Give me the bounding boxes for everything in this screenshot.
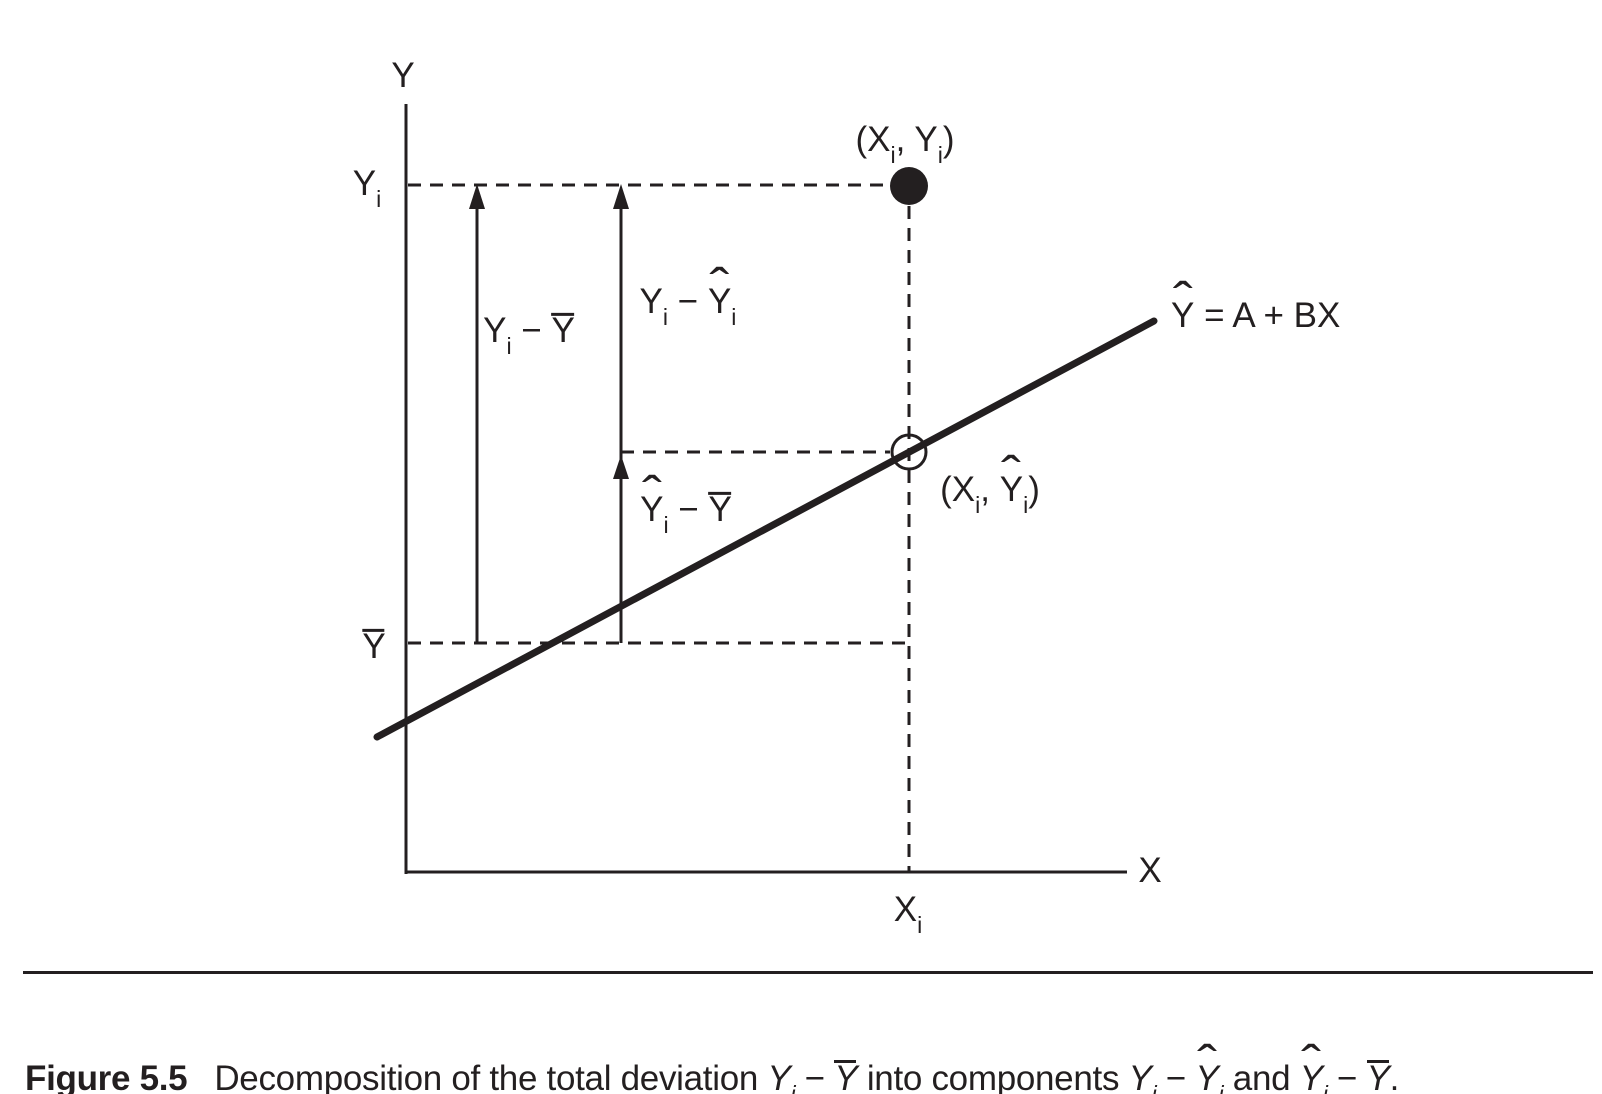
label-segment: i bbox=[791, 1081, 796, 1094]
label-segment: ) bbox=[1028, 469, 1040, 509]
label-segment: − bbox=[668, 489, 709, 529]
total-deviation-label: Yi − Y bbox=[483, 310, 575, 358]
label-segment: , bbox=[980, 469, 1000, 509]
ybar-tick-label: Y bbox=[362, 626, 386, 667]
residual-deviation-label: Yi − Yi bbox=[639, 281, 737, 329]
label-segment: i bbox=[506, 333, 512, 360]
label-segment: − bbox=[668, 281, 708, 321]
label-segment: − bbox=[1327, 1059, 1367, 1094]
figure-caption-text: Decomposition of the total deviation Yi … bbox=[214, 1059, 1399, 1094]
label-segment: . bbox=[1389, 1059, 1400, 1094]
caption-divider-rule bbox=[23, 971, 1593, 974]
label-segment: i bbox=[975, 492, 981, 519]
label-segment: i bbox=[376, 186, 382, 213]
yi-tick-label: Yi bbox=[352, 163, 382, 211]
label-segment: Y bbox=[640, 490, 663, 530]
label-segment: − bbox=[511, 310, 552, 350]
total-deviation-arrowhead bbox=[469, 184, 485, 209]
label-segment: Decomposition of the total deviation bbox=[214, 1059, 768, 1094]
label-segment: i bbox=[662, 304, 669, 331]
label-segment: Y bbox=[551, 310, 575, 350]
label-segment: and bbox=[1223, 1059, 1300, 1094]
label-segment: i bbox=[1152, 1081, 1157, 1094]
label-segment: i bbox=[1023, 492, 1029, 519]
label-segment: Y bbox=[834, 1058, 858, 1094]
observed-point-dot bbox=[890, 167, 928, 205]
label-segment: (X bbox=[855, 119, 891, 159]
fitted-point-circle bbox=[890, 433, 928, 471]
label-segment: = A + BX bbox=[1194, 295, 1341, 335]
label-segment: i bbox=[1323, 1081, 1328, 1094]
label-segment: Y bbox=[767, 1059, 791, 1094]
y-axis-title: Y bbox=[391, 55, 415, 95]
figure-caption-number: Figure 5.5 bbox=[25, 1059, 188, 1094]
figure-caption: Figure 5.5 Decomposition of the total dev… bbox=[25, 1058, 1399, 1094]
label-segment: X bbox=[893, 889, 918, 929]
label-segment: Y bbox=[362, 626, 386, 666]
label-segment: Y bbox=[1195, 1058, 1218, 1094]
label-segment: Y bbox=[708, 282, 731, 322]
label-segment: − bbox=[795, 1059, 835, 1094]
label-segment: Y bbox=[483, 310, 507, 350]
label-segment: Y bbox=[1000, 470, 1023, 510]
label-segment: Y bbox=[1300, 1058, 1323, 1094]
label-segment: Y bbox=[708, 489, 732, 529]
label-segment: Y bbox=[1171, 296, 1194, 336]
x-axis-title: X bbox=[1138, 850, 1162, 890]
fitted-point-label: (Xi, Yi) bbox=[940, 469, 1040, 517]
label-segment: (X bbox=[940, 469, 976, 509]
label-segment: i bbox=[731, 304, 737, 331]
explained-deviation-arrowhead bbox=[613, 455, 629, 479]
label-segment: i bbox=[663, 512, 669, 539]
label-segment: i bbox=[890, 142, 896, 169]
regression-line bbox=[373, 317, 1158, 741]
label-segment: Y bbox=[1128, 1059, 1152, 1094]
label-segment: into components bbox=[857, 1059, 1129, 1094]
label-segment: i bbox=[937, 142, 943, 169]
observed-point-label: (Xi, Yi) bbox=[855, 119, 955, 167]
label-segment: i bbox=[1219, 1081, 1224, 1094]
label-segment: , Y bbox=[895, 119, 938, 159]
regression-equation-label: Y = A + BX bbox=[1171, 296, 1340, 336]
label-segment: Y bbox=[639, 281, 663, 321]
residual-deviation-arrowhead bbox=[613, 184, 629, 209]
label-segment: ) bbox=[942, 119, 955, 159]
explained-deviation-label: Yi − Y bbox=[640, 489, 732, 537]
label-segment: Y bbox=[1366, 1058, 1390, 1094]
label-segment: Y bbox=[352, 163, 377, 203]
xi-tick-label: Xi bbox=[893, 889, 923, 937]
label-segment: i bbox=[917, 912, 923, 939]
label-segment: − bbox=[1156, 1059, 1196, 1094]
